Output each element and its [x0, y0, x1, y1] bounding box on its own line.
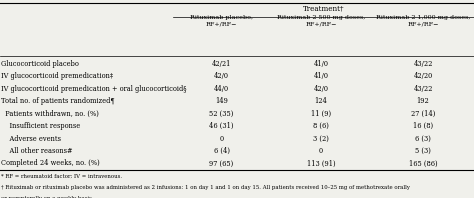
Text: 43/22: 43/22 [413, 85, 433, 93]
Text: Rituximab 2 1,000-mg doses,
RF+/RF−: Rituximab 2 1,000-mg doses, RF+/RF− [376, 15, 470, 26]
Text: Treatment†: Treatment† [303, 5, 344, 13]
Text: 5 (3): 5 (3) [415, 147, 431, 155]
Text: or parenterally on a weekly basis.: or parenterally on a weekly basis. [1, 196, 94, 198]
Text: 41/0: 41/0 [314, 60, 328, 68]
Text: 149: 149 [215, 97, 228, 105]
Text: IV glucocorticoid premedication + oral glucocorticoid§: IV glucocorticoid premedication + oral g… [1, 85, 187, 93]
Text: 124: 124 [315, 97, 328, 105]
Text: † Rituximab or rituximab placebo was administered as 2 infusions: 1 on day 1 and: † Rituximab or rituximab placebo was adm… [1, 185, 410, 190]
Text: 27 (14): 27 (14) [411, 109, 435, 118]
Text: All other reasons#: All other reasons# [1, 147, 73, 155]
Text: 3 (2): 3 (2) [313, 134, 329, 143]
Text: 6 (3): 6 (3) [415, 134, 431, 143]
Text: 113 (91): 113 (91) [307, 159, 336, 168]
Text: * RF = rheumatoid factor; IV = intravenous.: * RF = rheumatoid factor; IV = intraveno… [1, 173, 123, 178]
Text: 0: 0 [319, 147, 323, 155]
Text: 46 (31): 46 (31) [210, 122, 234, 130]
Text: 192: 192 [417, 97, 429, 105]
Text: 6 (4): 6 (4) [214, 147, 229, 155]
Text: 11 (9): 11 (9) [311, 109, 331, 118]
Text: Glucocorticoid placebo: Glucocorticoid placebo [1, 60, 79, 68]
Text: 42/20: 42/20 [413, 72, 433, 80]
Text: 16 (8): 16 (8) [413, 122, 433, 130]
Text: 42/0: 42/0 [314, 85, 328, 93]
Text: 0: 0 [219, 134, 224, 143]
Text: Insufficient response: Insufficient response [1, 122, 81, 130]
Text: IV glucocorticoid premedication‡: IV glucocorticoid premedication‡ [1, 72, 114, 80]
Text: Rituximab 2 500-mg doses,
RF+/RF−: Rituximab 2 500-mg doses, RF+/RF− [277, 15, 365, 26]
Text: 44/0: 44/0 [214, 85, 229, 93]
Text: 97 (65): 97 (65) [210, 159, 234, 168]
Text: 165 (86): 165 (86) [409, 159, 438, 168]
Text: 8 (6): 8 (6) [313, 122, 329, 130]
Text: Adverse events: Adverse events [1, 134, 62, 143]
Text: 42/0: 42/0 [214, 72, 229, 80]
Text: 41/0: 41/0 [314, 72, 328, 80]
Text: Total no. of patients randomized¶: Total no. of patients randomized¶ [1, 97, 115, 105]
Text: Completed 24 weeks, no. (%): Completed 24 weeks, no. (%) [1, 159, 100, 168]
Text: 52 (35): 52 (35) [210, 109, 234, 118]
Text: 42/21: 42/21 [212, 60, 231, 68]
Text: Patients withdrawn, no. (%): Patients withdrawn, no. (%) [1, 109, 99, 118]
Text: Rituximab placebo,
RF+/RF−: Rituximab placebo, RF+/RF− [190, 15, 253, 26]
Text: 43/22: 43/22 [413, 60, 433, 68]
